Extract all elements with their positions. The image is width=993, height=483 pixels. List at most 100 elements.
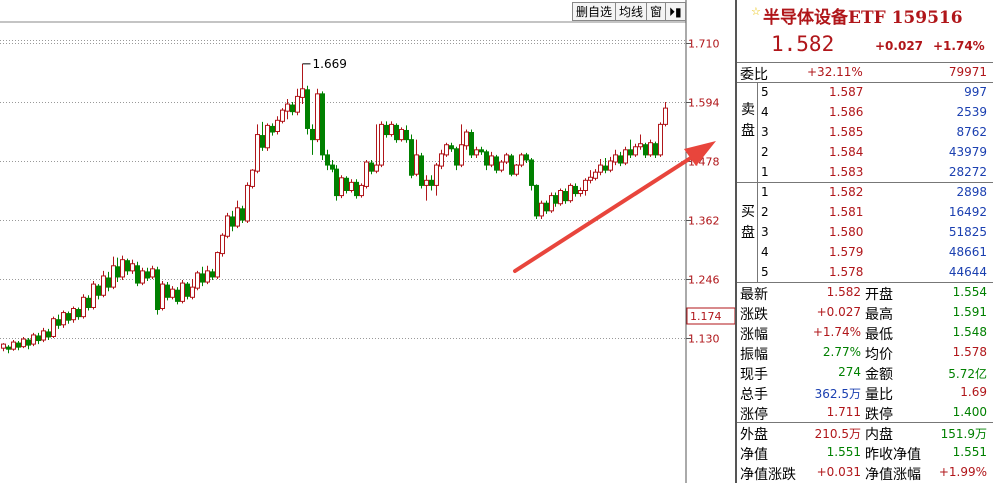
candle-up[interactable] [499, 161, 504, 171]
candle-down[interactable] [260, 135, 265, 148]
candle-up[interactable] [359, 184, 364, 197]
bid-row[interactable]: 3 1.580 51825 [737, 223, 993, 243]
candle-down[interactable] [210, 271, 215, 278]
candle-up[interactable] [245, 184, 250, 222]
candle-up[interactable] [489, 155, 494, 166]
ask-row[interactable]: 2 1.584 43979 [737, 143, 993, 163]
candle-down[interactable] [66, 313, 71, 321]
candle-down[interactable] [155, 269, 160, 311]
candle-down[interactable] [534, 184, 539, 217]
candle-down[interactable] [6, 346, 11, 350]
candle-down[interactable] [175, 289, 180, 302]
star-icon[interactable]: ☆ [751, 5, 761, 18]
candle-up[interactable] [71, 308, 76, 321]
candle-down[interactable] [419, 155, 424, 186]
candle-up[interactable] [339, 177, 344, 197]
candle-down[interactable] [484, 151, 489, 166]
candle-down[interactable] [46, 331, 51, 338]
candle-up[interactable] [81, 296, 86, 318]
candle-down[interactable] [56, 319, 61, 326]
candle-down[interactable] [573, 185, 578, 195]
candle-down[interactable] [643, 144, 648, 156]
candle-down[interactable] [563, 191, 568, 202]
ask-row[interactable]: 3 1.585 8762 [737, 123, 993, 143]
candle-down[interactable] [185, 283, 190, 297]
candle-down[interactable] [310, 128, 315, 141]
candle-up[interactable] [180, 282, 185, 302]
candle-up[interactable] [21, 338, 26, 348]
candle-up[interactable] [41, 330, 46, 341]
candle-down[interactable] [384, 124, 389, 136]
candle-down[interactable] [165, 284, 170, 298]
candle-down[interactable] [26, 339, 31, 346]
candle-down[interactable] [509, 155, 514, 175]
candle-up[interactable] [439, 153, 444, 167]
candle-up[interactable] [658, 123, 663, 156]
candle-up[interactable] [568, 184, 573, 202]
candle-up[interactable] [111, 265, 116, 288]
candle-down[interactable] [305, 89, 310, 129]
candle-up[interactable] [519, 154, 524, 166]
candle-down[interactable] [200, 273, 205, 283]
candle-down[interactable] [469, 132, 474, 156]
candle-up[interactable] [459, 144, 464, 166]
candle-up[interactable] [51, 318, 56, 337]
candle-up[interactable] [414, 154, 419, 175]
candle-down[interactable] [125, 260, 130, 272]
candle-up[interactable] [61, 312, 66, 326]
candle-up[interactable] [578, 190, 583, 195]
candle-down[interactable] [36, 335, 41, 342]
candle-up[interactable] [608, 160, 613, 171]
candle-up[interactable] [250, 169, 255, 187]
bid-row[interactable]: 1 1.582 2898 [737, 183, 993, 203]
candle-up[interactable] [225, 215, 230, 237]
candle-up[interactable] [265, 124, 270, 149]
ask-row[interactable]: 5 1.587 997 [737, 83, 993, 103]
candle-up[interactable] [140, 270, 145, 284]
candle-down[interactable] [115, 266, 120, 278]
candle-up[interactable] [474, 149, 479, 156]
candle-up[interactable] [434, 164, 439, 186]
candle-up[interactable] [120, 259, 125, 278]
candle-up[interactable] [295, 95, 300, 113]
candle-up[interactable] [514, 164, 519, 175]
candle-down[interactable] [553, 195, 558, 204]
candle-up[interactable] [444, 144, 449, 156]
candle-down[interactable] [628, 149, 633, 156]
candle-up[interactable] [1, 343, 6, 349]
candle-down[interactable] [369, 162, 374, 172]
candle-up[interactable] [150, 268, 155, 278]
candle-up[interactable] [588, 176, 593, 181]
candle-down[interactable] [603, 165, 608, 171]
moving-average-button[interactable]: 均线 [616, 3, 648, 20]
kline-chart[interactable]: 1.710 1.594 1.478 1.362 1.246 1.130 1.174 1.669… [0, 0, 735, 483]
candle-down[interactable] [494, 156, 499, 171]
candle-down[interactable] [145, 271, 150, 279]
candle-up[interactable] [399, 128, 404, 141]
bid-row[interactable]: 4 1.579 48661 [737, 243, 993, 263]
candle-up[interactable] [633, 146, 638, 156]
candle-up[interactable] [623, 149, 628, 164]
candle-down[interactable] [394, 124, 399, 141]
candle-down[interactable] [230, 216, 235, 227]
candle-down[interactable] [106, 277, 111, 288]
candle-down[interactable] [270, 125, 275, 133]
remove-watchlist-button[interactable]: 删自选 [573, 3, 617, 20]
candle-up[interactable] [285, 103, 290, 112]
candle-up[interactable] [315, 93, 320, 141]
candle-up[interactable] [349, 181, 354, 192]
candle-down[interactable] [240, 208, 245, 221]
candle-up[interactable] [638, 143, 643, 148]
candle-up[interactable] [190, 286, 195, 298]
candle-down[interactable] [320, 93, 325, 156]
candle-up[interactable] [255, 134, 260, 172]
candle-up[interactable] [205, 270, 210, 283]
candle-up[interactable] [539, 202, 544, 217]
candle-down[interactable] [325, 154, 330, 166]
ask-row[interactable]: 4 1.586 2539 [737, 103, 993, 123]
candle-down[interactable] [529, 159, 534, 186]
candle-up[interactable] [583, 179, 588, 192]
candle-down[interactable] [290, 104, 295, 113]
candle-up[interactable] [235, 207, 240, 227]
